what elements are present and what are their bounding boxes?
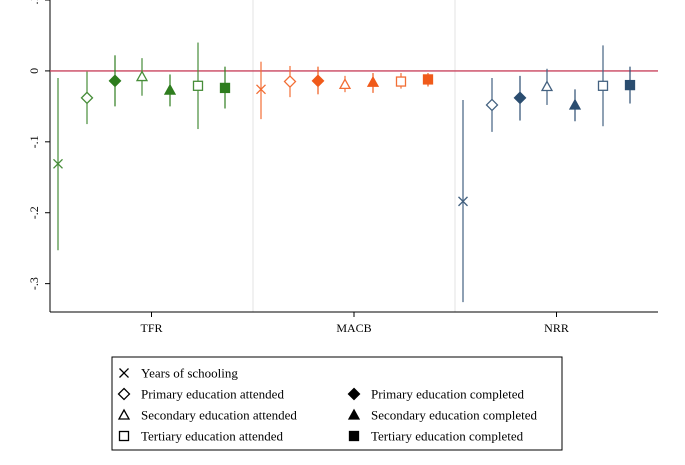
point-macb-primary-education-completed [311,74,325,88]
point-nrr-tertiary-education-completed [624,79,636,91]
point-nrr-tertiary-education-attended [597,80,609,91]
legend-marker-tertiary-education-completed [348,430,360,442]
y-tick-label-3: -.3 [27,277,41,290]
legend-box [111,356,563,451]
group-separators [252,0,456,312]
point-tfr-primary-education-attended [80,91,94,105]
point-macb-tertiary-education-completed [422,74,434,85]
point-tfr-tertiary-education-attended [192,80,204,91]
legend-marker-secondary-education-attended [117,408,131,420]
y-tick-label-1: -.1 [27,135,41,148]
point-nrr-primary-education-attended [485,98,499,112]
legend-marker-secondary-education-completed [347,408,361,420]
legend-marker-tertiary-education-attended [118,430,130,442]
point-tfr-secondary-education-attended [135,70,149,82]
legend: Years of schooling Primary education atte… [111,356,563,451]
legend-marker-primary-education-attended [117,387,131,401]
point-macb-secondary-education-completed [366,75,380,87]
point-nrr-secondary-education-completed [568,98,582,110]
point-macb-tertiary-education-attended [395,76,407,87]
axes: 0 -.1 -.2 -.3 .1 TFR MACB NRR [27,0,658,335]
x-tick-label-macb: MACB [336,321,371,335]
point-tfr-tertiary-education-completed [219,82,231,94]
legend-label-tertiary-education-attended: Tertiary education attended [141,429,284,444]
point-tfr-years-of-schooling [53,158,63,169]
y-tick-label-4: .1 [27,0,41,5]
data-marks [53,42,636,303]
legend-label-secondary-education-attended: Secondary education attended [141,408,297,423]
legend-label-primary-education-attended: Primary education attended [141,387,284,402]
legend-label-primary-education-completed: Primary education completed [371,387,525,402]
legend-label-years-of-schooling: Years of schooling [141,366,238,381]
point-macb-years-of-schooling [256,84,266,95]
point-macb-secondary-education-attended [338,78,352,90]
legend-marker-years-of-schooling [119,368,129,378]
legend-label-secondary-education-completed: Secondary education completed [371,408,538,423]
point-nrr-primary-education-completed [513,91,527,105]
point-tfr-secondary-education-completed [163,83,177,95]
legend-marker-primary-education-completed [347,387,361,401]
x-tick-label-tfr: TFR [140,321,162,335]
y-tick-label-0: 0 [27,68,41,74]
point-nrr-secondary-education-attended [540,80,554,92]
point-macb-primary-education-attended [283,75,297,88]
point-nrr-years-of-schooling [458,196,468,207]
x-tick-label-nrr: NRR [544,321,569,335]
legend-label-tertiary-education-completed: Tertiary education completed [371,429,524,444]
point-tfr-primary-education-completed [108,74,122,88]
y-tick-label-2: -.2 [27,206,41,219]
